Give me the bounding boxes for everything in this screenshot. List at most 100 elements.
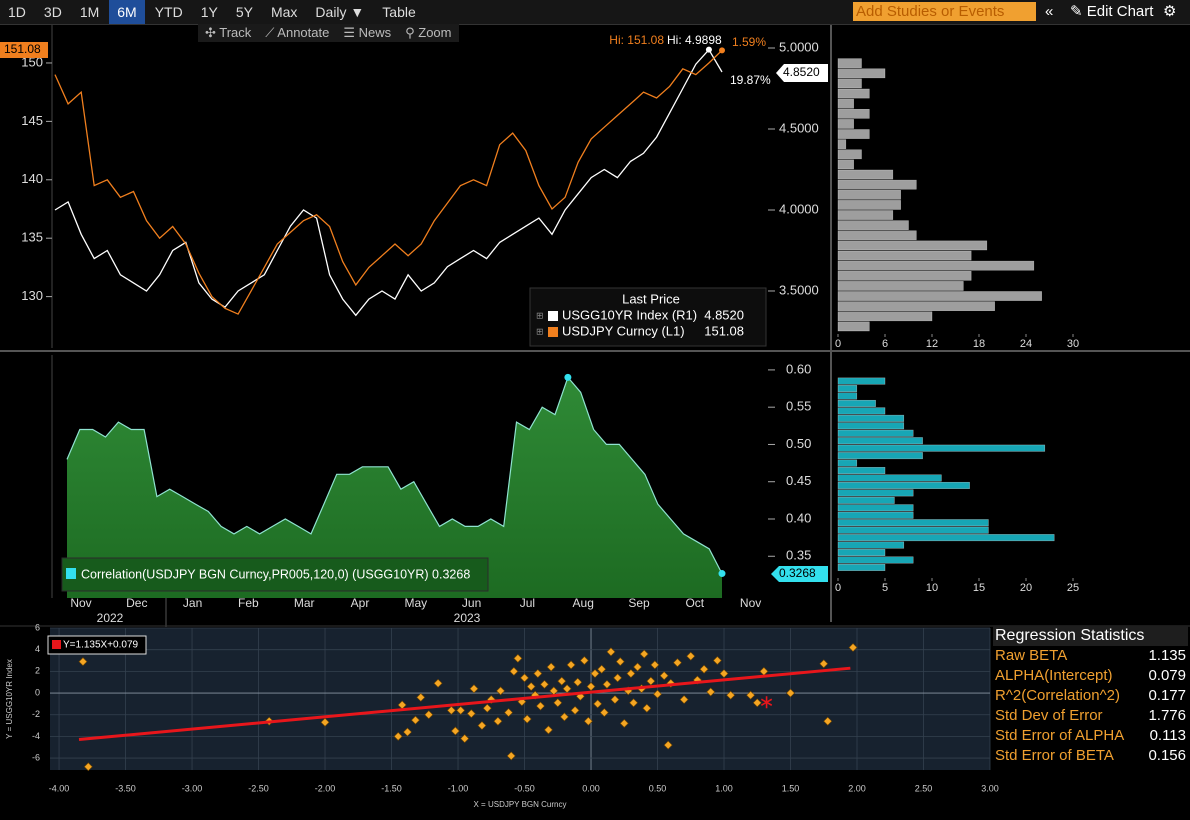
- scatter-point: [746, 690, 756, 700]
- range-button[interactable]: 5Y: [235, 4, 253, 20]
- histogram-bar: [837, 474, 942, 482]
- scatter-point: [593, 699, 603, 709]
- scatter-point: [504, 708, 513, 717]
- y-tick-label: 0: [35, 687, 40, 697]
- histogram-bar: [837, 311, 933, 322]
- scatter-point: [466, 709, 476, 719]
- month-label: Jun: [462, 596, 481, 610]
- x-tick-label: 2.50: [915, 783, 933, 793]
- histogram-bar: [837, 429, 914, 437]
- scatter-point: [573, 677, 583, 687]
- stats-value: 1.776: [1148, 707, 1186, 724]
- scatter-point: [619, 718, 629, 728]
- scatter-point: [719, 669, 729, 678]
- stats-row: R^2(Correlation^2) 0.177: [993, 686, 1188, 706]
- scatter-point: [653, 689, 662, 699]
- scatter-point: [557, 676, 567, 686]
- scatter-point: [553, 698, 563, 708]
- stats-row: Std Error of ALPHA 0.113: [993, 726, 1188, 746]
- range-button[interactable]: Daily ▼: [315, 4, 365, 20]
- histogram-bar: [837, 189, 901, 200]
- histogram-bar: [837, 489, 914, 497]
- y-tick-label: 0.35: [786, 548, 811, 563]
- x-tick-label: 0.00: [582, 783, 600, 793]
- tool-button[interactable]: ☰ News: [343, 25, 392, 40]
- scatter-point: [509, 666, 519, 676]
- scatter-point: [726, 690, 736, 700]
- scatter-point: [496, 686, 506, 696]
- last-value-tag: [771, 566, 828, 582]
- year-label: 2023: [454, 611, 481, 625]
- scatter-point: [699, 664, 709, 674]
- range-button[interactable]: 1Y: [200, 4, 218, 20]
- range-button[interactable]: 1D: [8, 4, 26, 20]
- scatter-point: [450, 726, 460, 736]
- range-button[interactable]: 1M: [79, 4, 100, 20]
- stats-row: Raw BETA 1.135: [993, 646, 1188, 666]
- range-button[interactable]: Table: [382, 4, 416, 20]
- x-tick-label: 0.50: [649, 783, 667, 793]
- histogram-bar: [837, 321, 870, 332]
- legend-swatch: [66, 568, 76, 579]
- histogram-bar: [837, 452, 923, 460]
- stats-label: Std Dev of Error: [995, 707, 1103, 724]
- edit-chart-button[interactable]: ✎ Edit Chart: [1070, 3, 1154, 20]
- scatter-point: [606, 647, 616, 657]
- x-tick-label: 0: [835, 582, 841, 594]
- scatter-point: [602, 679, 612, 689]
- x-tick-label: 1.00: [715, 783, 733, 793]
- y-tick-label: 130: [21, 288, 43, 303]
- scatter-point: [686, 651, 696, 661]
- scatter-point: [599, 708, 609, 717]
- legend-swatch: [548, 311, 558, 321]
- tool-button[interactable]: ⚲ Zoom: [405, 25, 452, 40]
- histogram-bar: [837, 399, 876, 407]
- fit-legend-box: [47, 635, 147, 655]
- stats-label: ALPHA(Intercept): [995, 667, 1113, 684]
- scatter-point: [78, 657, 88, 667]
- x-tick-label: -1.00: [448, 783, 469, 793]
- range-button[interactable]: 3D: [43, 4, 62, 20]
- scatter-point: [566, 660, 576, 670]
- histogram-bar: [837, 437, 923, 445]
- scatter-point: [446, 705, 456, 715]
- scatter-point: [416, 692, 426, 702]
- month-label: Nov: [740, 596, 761, 610]
- histogram-bar: [837, 169, 894, 180]
- tool-button[interactable]: ✣ Track: [205, 25, 252, 40]
- range-button[interactable]: Max: [270, 4, 298, 20]
- histogram-bar: [837, 270, 972, 281]
- range-button[interactable]: 6M: [109, 0, 145, 24]
- tool-button[interactable]: ⟋ Annotate: [265, 25, 330, 40]
- last-price-tag: [0, 42, 48, 58]
- scatter-point: [546, 662, 556, 672]
- histogram-bar: [837, 422, 905, 430]
- x-tick-label: -2.00: [315, 783, 336, 793]
- scatter-point: [659, 671, 669, 681]
- y-tick-label: 140: [21, 171, 43, 186]
- x-axis-label: X = USDJPY BGN Curncy: [474, 800, 567, 809]
- histogram-bar: [837, 210, 894, 220]
- month-label: Apr: [351, 596, 370, 610]
- legend-value: 4.8520: [704, 307, 744, 322]
- scatter-point: [469, 684, 479, 694]
- scatter-point: [83, 762, 93, 772]
- scatter-point: [613, 673, 623, 683]
- y-tick-label: 6: [35, 622, 40, 632]
- histogram-bar: [837, 481, 970, 489]
- settings-button[interactable]: ⚙: [1163, 3, 1177, 20]
- histogram-bar: [837, 240, 988, 251]
- fit-legend-label: Y=1.135X+0.079: [63, 640, 139, 651]
- stats-title: Regression Statistics: [993, 626, 1188, 646]
- legend-box: [529, 287, 767, 347]
- month-label: Sep: [628, 596, 650, 610]
- histogram-bar: [837, 250, 972, 261]
- histogram-bar: [837, 200, 901, 210]
- range-button[interactable]: YTD: [154, 4, 183, 20]
- collapse-button[interactable]: «: [1045, 3, 1054, 20]
- y-tick-label: 0.60: [786, 361, 811, 376]
- y2-tick-label: 5.0000: [779, 39, 819, 54]
- histogram-bar: [837, 260, 1035, 271]
- search-input[interactable]: Add Studies or Events: [853, 2, 1036, 21]
